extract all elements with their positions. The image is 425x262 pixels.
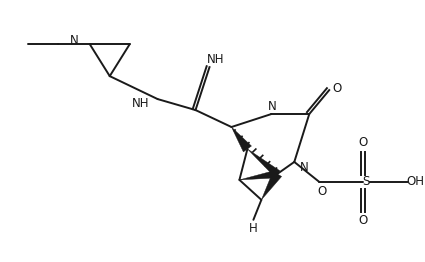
Text: N: N [300, 161, 309, 174]
Text: O: O [333, 81, 342, 95]
Text: S: S [363, 175, 370, 188]
Text: NH: NH [132, 97, 150, 110]
Text: O: O [359, 137, 368, 150]
Polygon shape [261, 171, 282, 200]
Text: OH: OH [406, 175, 424, 188]
Text: N: N [69, 34, 78, 47]
Text: H: H [249, 222, 258, 235]
Text: O: O [317, 185, 327, 198]
Polygon shape [232, 127, 252, 152]
Text: NH: NH [207, 53, 224, 66]
Text: N: N [268, 100, 277, 113]
Text: O: O [359, 214, 368, 227]
Polygon shape [247, 149, 280, 177]
Polygon shape [239, 170, 278, 180]
